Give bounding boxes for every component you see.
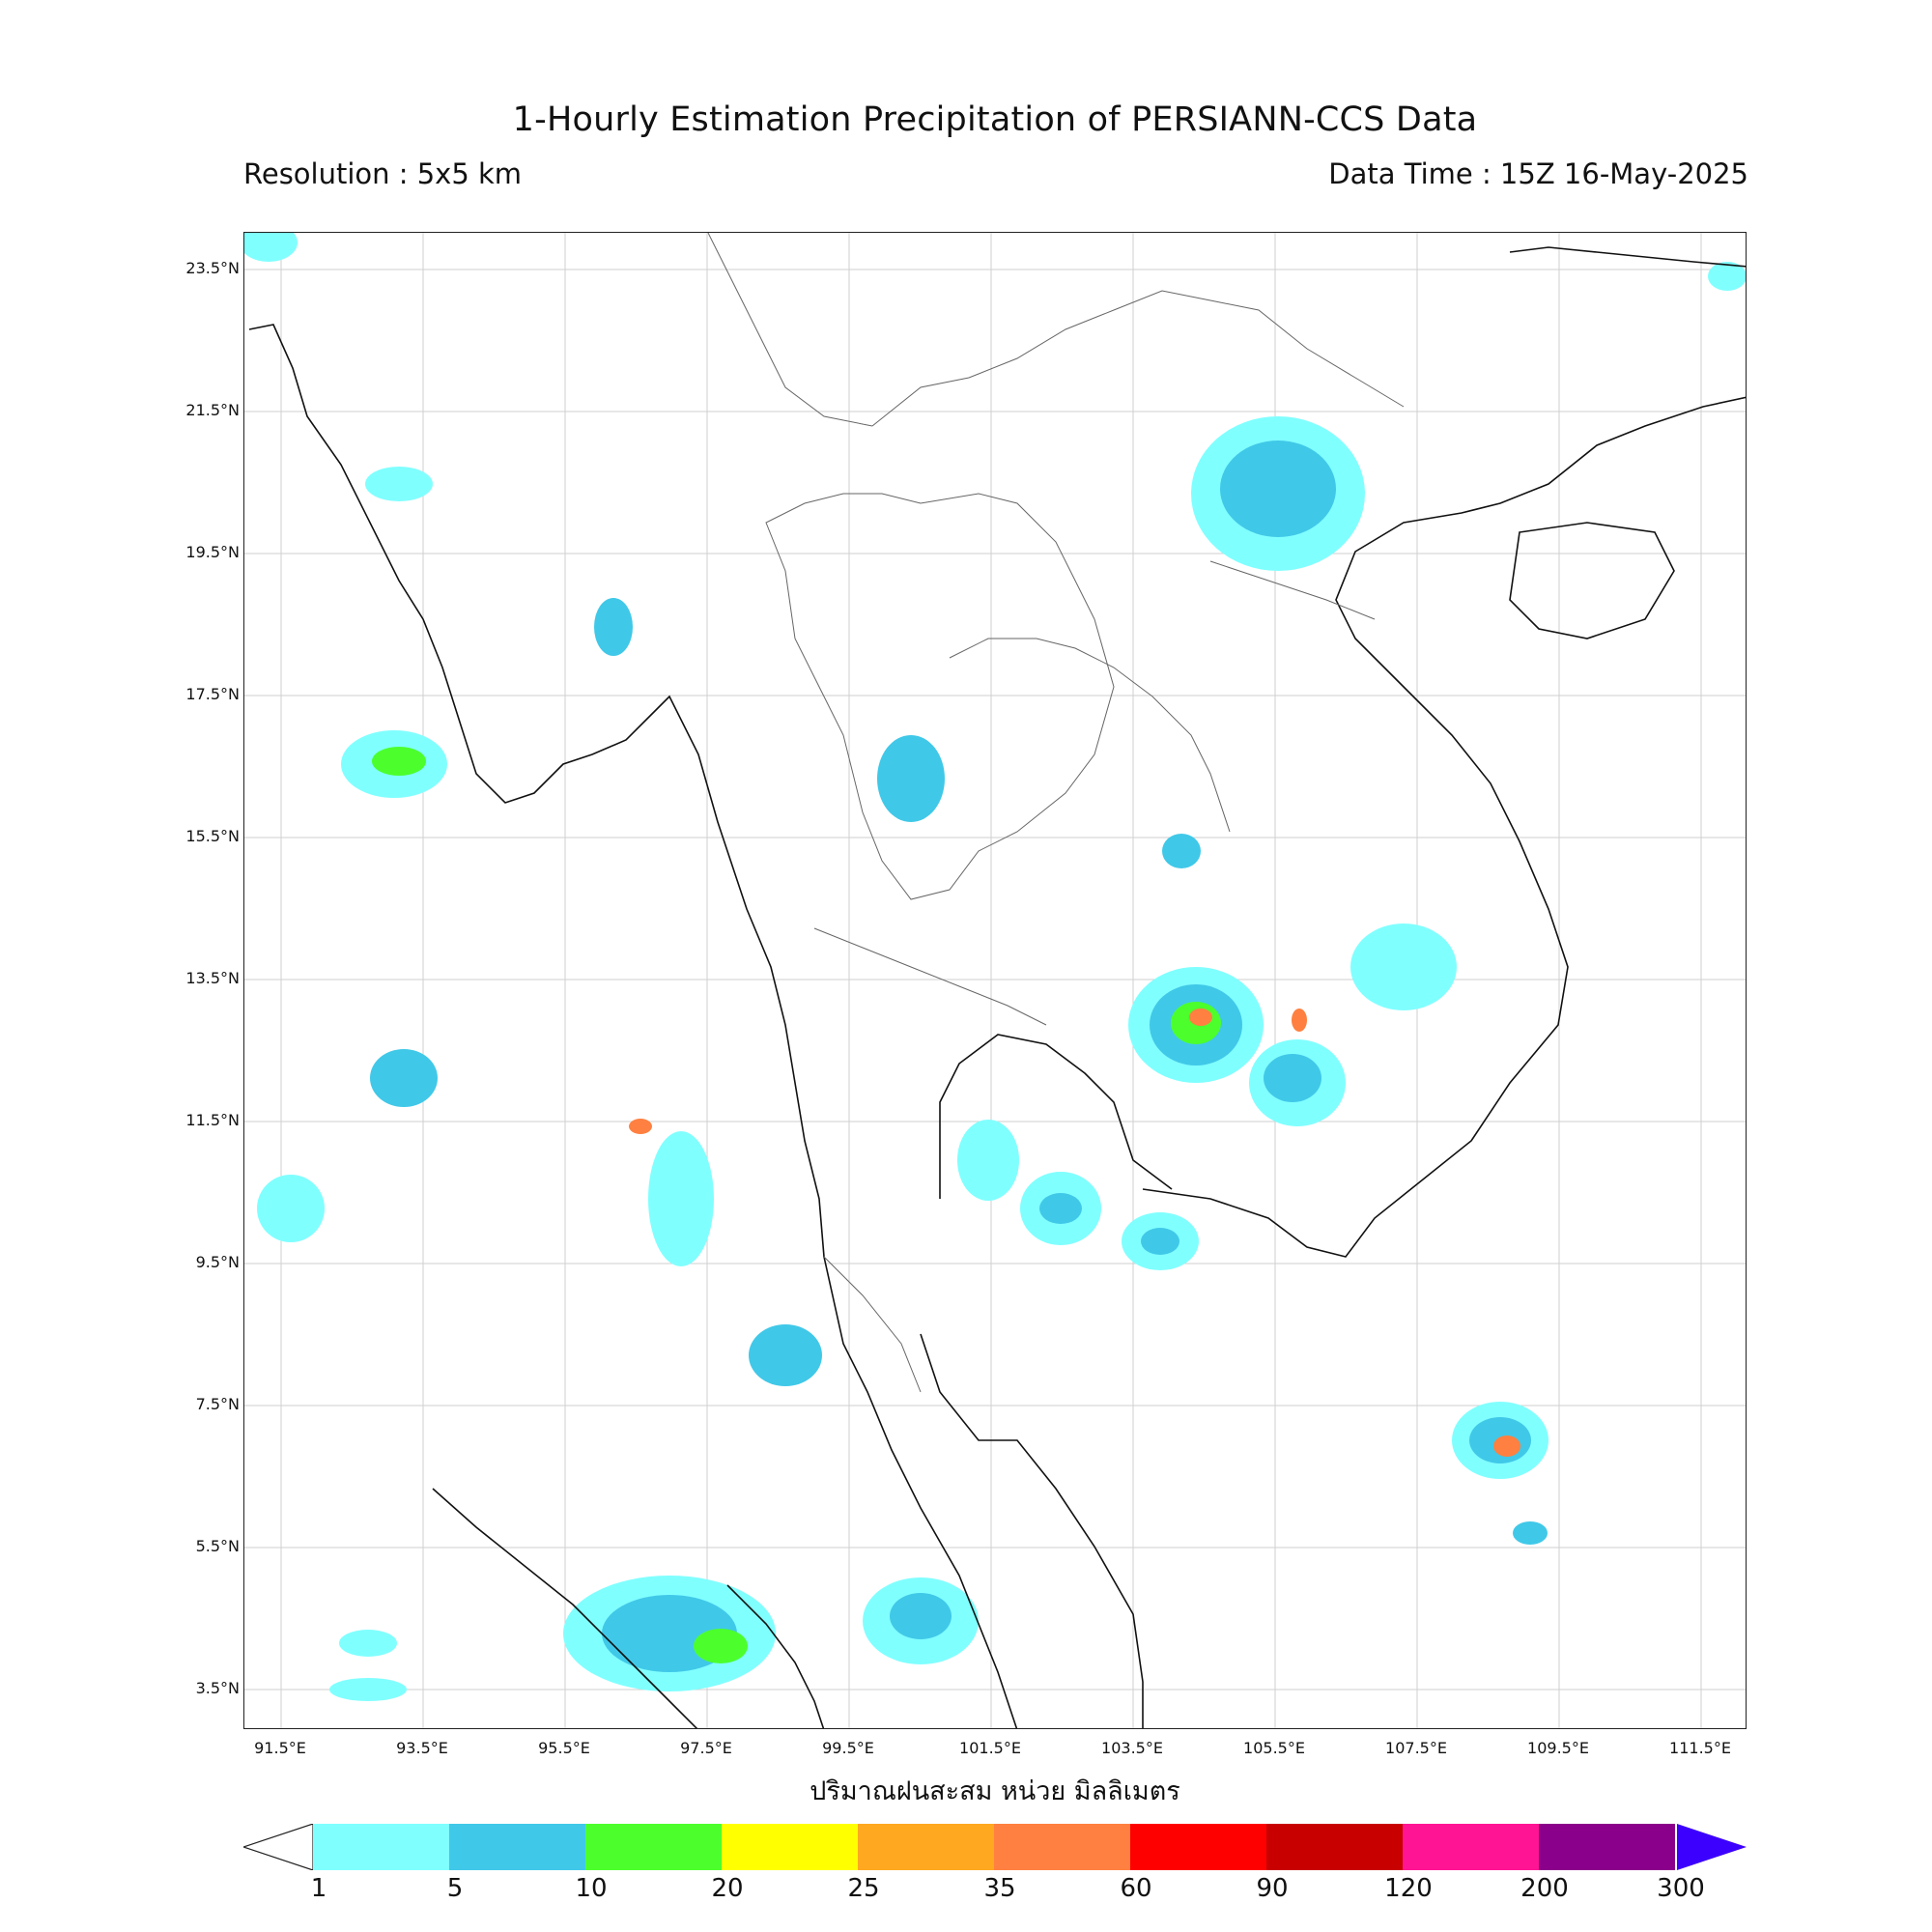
rain-patch: [648, 1131, 714, 1266]
lat-label: 17.5°N: [185, 685, 240, 703]
lon-label: 91.5°E: [254, 1739, 306, 1757]
colorbar-tick: 300: [1657, 1874, 1705, 1903]
colorbar-segment: [858, 1824, 994, 1870]
lat-label: 11.5°N: [185, 1111, 240, 1129]
colorbar-tick: 35: [983, 1874, 1016, 1903]
rain-patches: [244, 233, 1746, 1701]
colorbar-segment: [994, 1824, 1130, 1870]
colorbar-tick: 200: [1520, 1874, 1569, 1903]
colorbar-tick: 90: [1256, 1874, 1289, 1903]
lat-label: 23.5°N: [185, 259, 240, 277]
colorbar-under-arrow: [243, 1824, 314, 1870]
lat-label: 3.5°N: [195, 1679, 240, 1697]
lat-label: 19.5°N: [185, 543, 240, 561]
borders: [707, 233, 1405, 1393]
rain-patch: [339, 1630, 397, 1657]
colorbar-tick: 20: [711, 1874, 744, 1903]
map-title: 1-Hourly Estimation Precipitation of PER…: [512, 100, 1478, 139]
rain-patch: [329, 1678, 407, 1701]
rain-patch: [1513, 1521, 1548, 1545]
colorbar-tick: 10: [575, 1874, 608, 1903]
rain-patch: [694, 1629, 748, 1663]
rain-patch: [877, 735, 945, 822]
colorbar-segment: [1266, 1824, 1403, 1870]
rain-patch: [370, 1049, 438, 1107]
rain-patch: [594, 598, 633, 656]
lon-label: 109.5°E: [1527, 1739, 1589, 1757]
rain-patch: [1292, 1009, 1307, 1032]
colorbar-segment: [1403, 1824, 1539, 1870]
lat-label: 5.5°N: [195, 1537, 240, 1555]
lon-label: 107.5°E: [1385, 1739, 1447, 1757]
rain-patch: [244, 233, 298, 262]
rain-patch: [1264, 1054, 1321, 1102]
precipitation-map[interactable]: [243, 232, 1747, 1729]
lat-label: 7.5°N: [195, 1395, 240, 1413]
colorbar-tick: 120: [1384, 1874, 1433, 1903]
rain-patch: [365, 467, 433, 501]
lat-label: 21.5°N: [185, 401, 240, 419]
rain-patch: [890, 1593, 952, 1639]
colorbar: [243, 1824, 1747, 1870]
colorbar-segment: [449, 1824, 585, 1870]
gridlines: [244, 233, 1746, 1728]
lon-label: 99.5°E: [822, 1739, 874, 1757]
unit-label: ปริมาณฝนสะสม หน่วย มิลลิเมตร: [810, 1776, 1180, 1806]
colorbar-segment: [1130, 1824, 1266, 1870]
rain-patch: [257, 1175, 325, 1242]
rain-patch: [1189, 1009, 1212, 1026]
rain-patch: [957, 1120, 1019, 1201]
rain-patch: [1708, 262, 1746, 291]
rain-patch: [1141, 1228, 1179, 1255]
lat-label: 13.5°N: [185, 969, 240, 987]
rain-patch: [1350, 923, 1457, 1010]
colorbar-segment: [722, 1824, 858, 1870]
coastlines: [248, 246, 1746, 1728]
rain-patch: [1220, 440, 1336, 537]
map-canvas: [244, 233, 1746, 1728]
lon-label: 111.5°E: [1669, 1739, 1731, 1757]
rain-patch: [1493, 1435, 1520, 1457]
lat-label: 9.5°N: [195, 1253, 240, 1271]
rain-patch: [1162, 834, 1201, 868]
colorbar-segment: [313, 1824, 449, 1870]
rain-patch: [629, 1119, 652, 1134]
colorbar-segment: [585, 1824, 722, 1870]
colorbar-segment: [1539, 1824, 1675, 1870]
resolution-label: Resolution : 5x5 km: [243, 157, 523, 190]
lon-label: 93.5°E: [396, 1739, 448, 1757]
lon-label: 101.5°E: [959, 1739, 1021, 1757]
lon-label: 97.5°E: [680, 1739, 732, 1757]
lon-label: 105.5°E: [1243, 1739, 1305, 1757]
lat-label: 15.5°N: [185, 827, 240, 845]
rain-patch: [372, 747, 426, 776]
rain-patch: [749, 1324, 822, 1386]
colorbar-over-arrow: [1677, 1824, 1747, 1870]
colorbar-tick: 1: [310, 1874, 327, 1903]
colorbar-tick: 5: [446, 1874, 464, 1903]
rain-patch: [1039, 1193, 1082, 1224]
colorbar-tick: 60: [1120, 1874, 1152, 1903]
colorbar-tick: 25: [847, 1874, 880, 1903]
lon-label: 103.5°E: [1101, 1739, 1163, 1757]
data-time-label: Data Time : 15Z 16-May-2025: [1328, 157, 1748, 190]
lon-label: 95.5°E: [538, 1739, 590, 1757]
